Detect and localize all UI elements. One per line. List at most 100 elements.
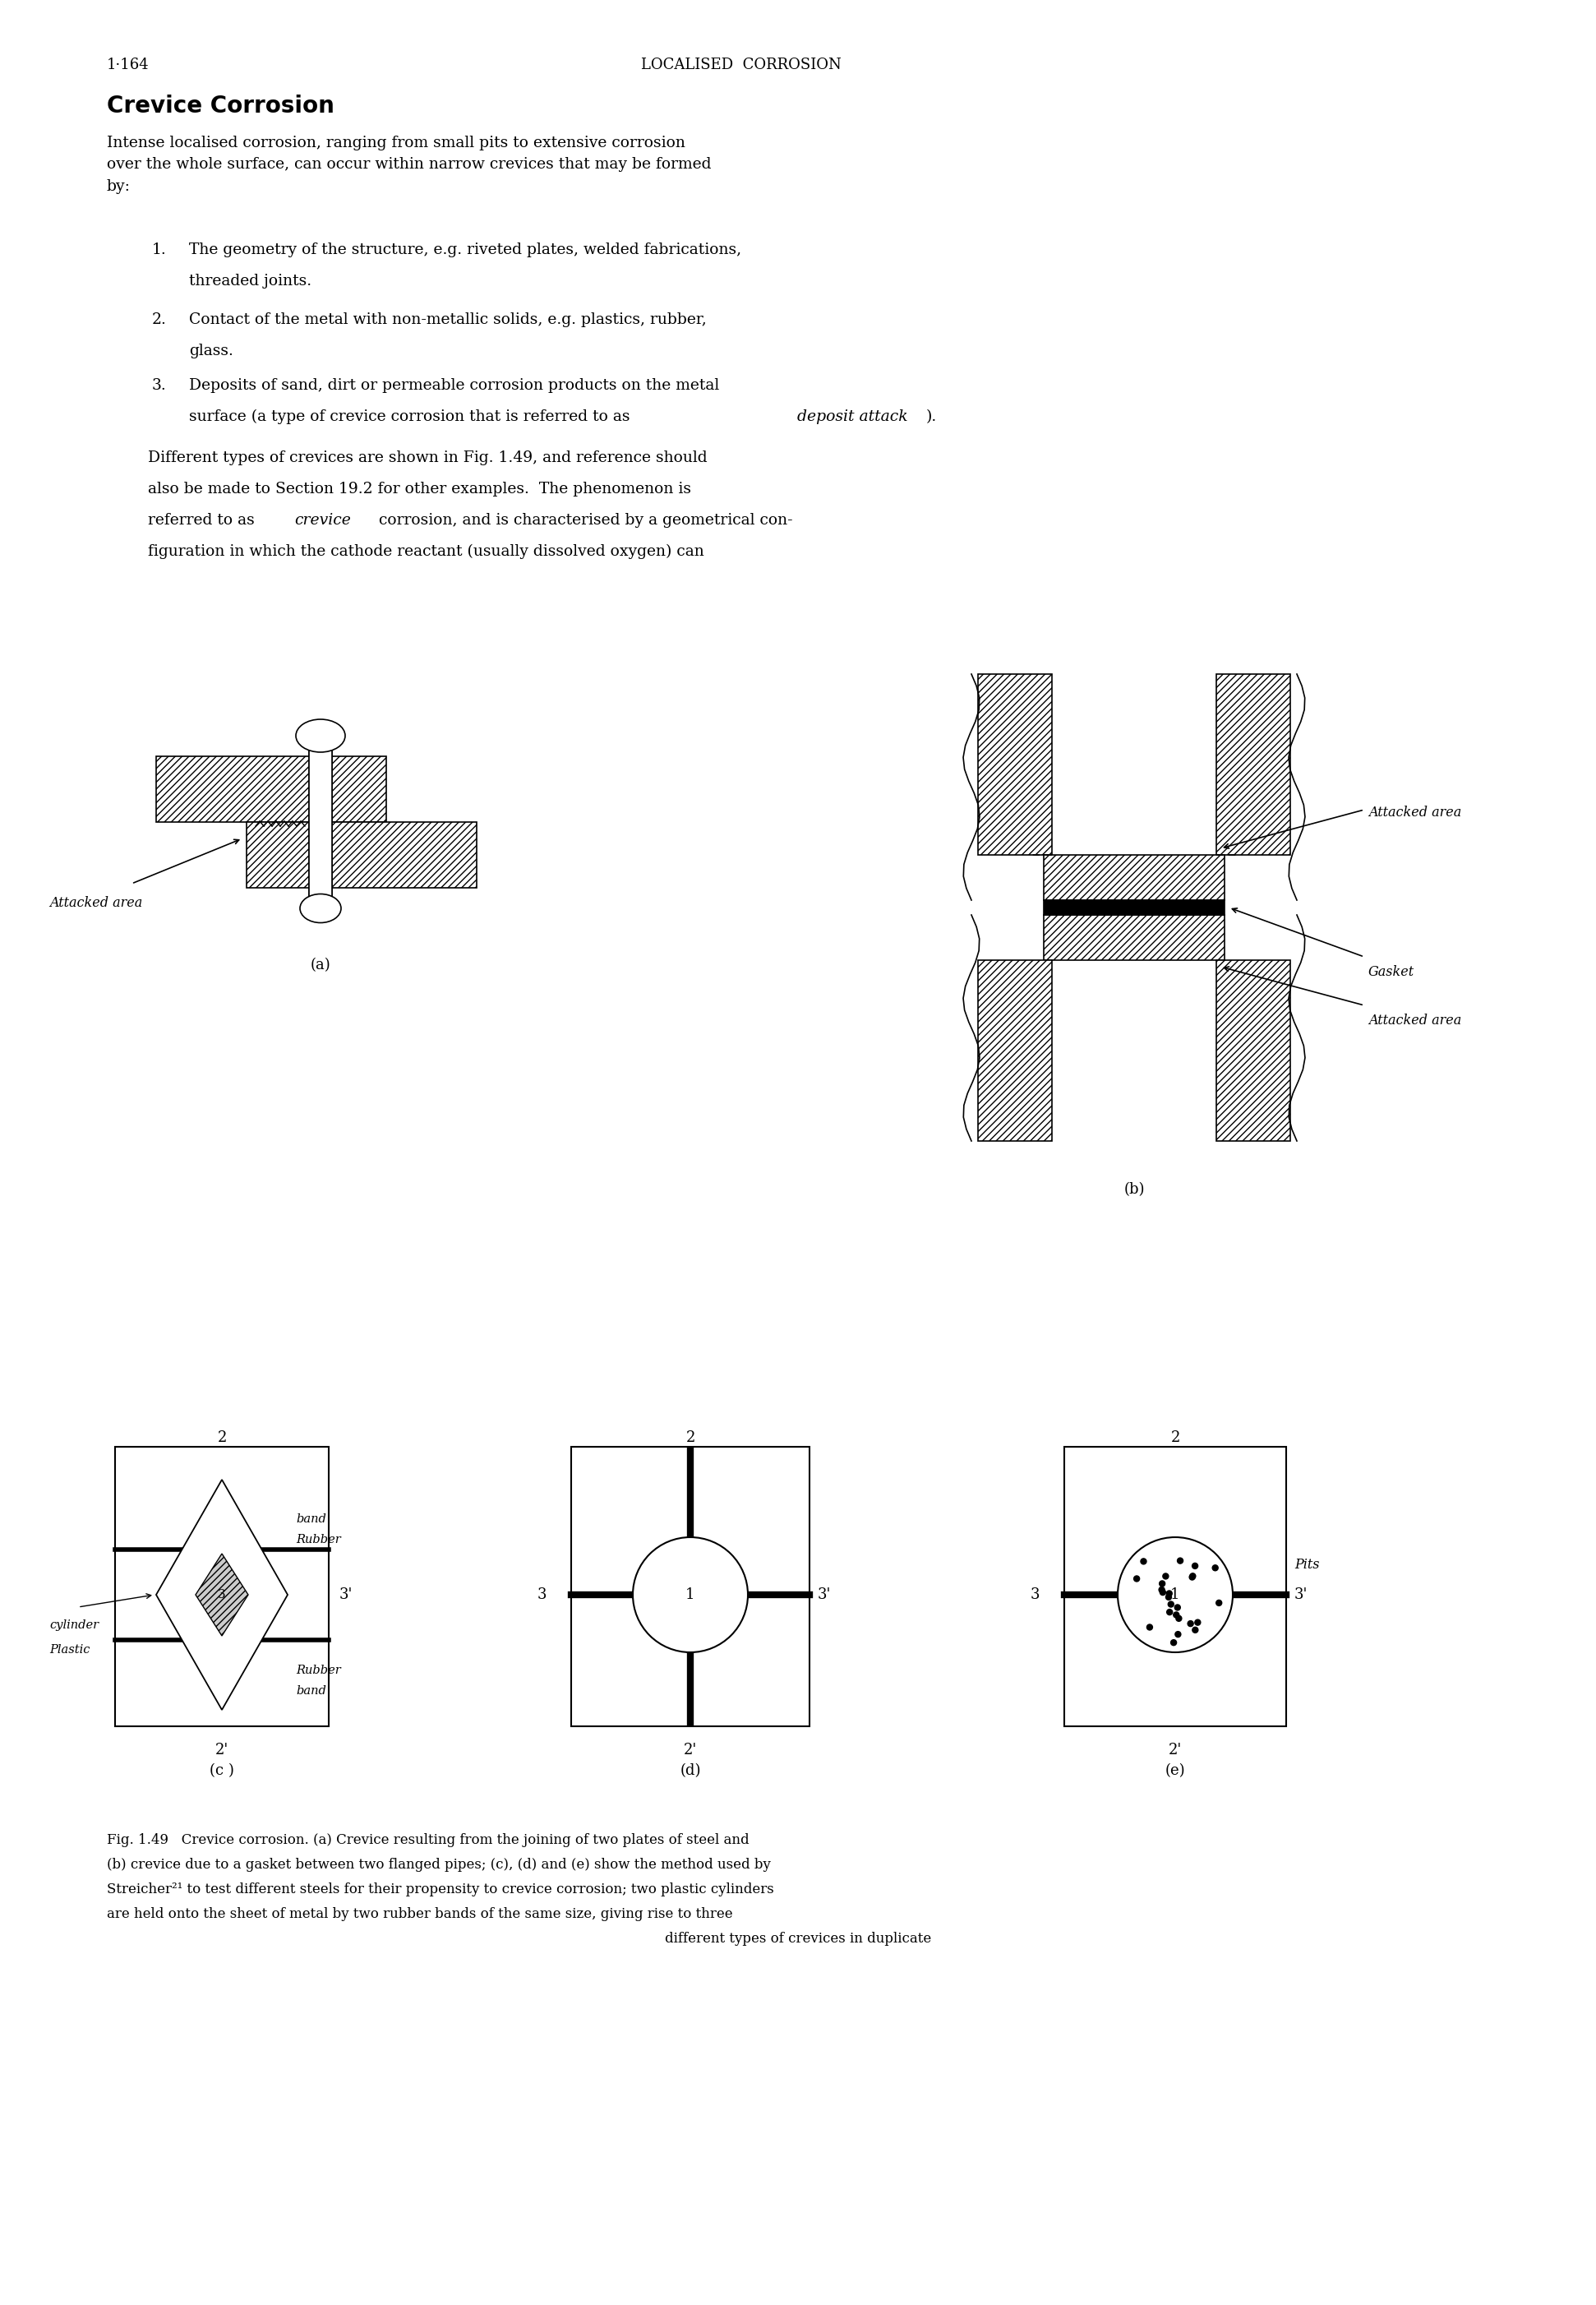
Text: 3: 3 [1029, 1588, 1039, 1602]
Circle shape [1167, 1590, 1171, 1597]
Circle shape [1148, 1625, 1152, 1630]
Text: Fig. 1.49   Crevice corrosion. (a) Crevice resulting from the joining of two pla: Fig. 1.49 Crevice corrosion. (a) Crevice… [107, 1832, 749, 1846]
Bar [115, 1448, 329, 1726]
Text: (b): (b) [1124, 1182, 1144, 1196]
Text: also be made to Section 19.2 for other examples.  The phenomenon is: also be made to Section 19.2 for other e… [148, 482, 691, 496]
Circle shape [1213, 1565, 1218, 1570]
Text: 1: 1 [1170, 1588, 1179, 1602]
Text: crevice: crevice [294, 514, 351, 528]
Circle shape [1187, 1620, 1194, 1627]
Circle shape [1168, 1602, 1173, 1607]
Bar [1065, 1448, 1286, 1726]
Circle shape [1191, 1574, 1195, 1579]
Ellipse shape [295, 719, 345, 751]
Text: 3.: 3. [152, 378, 166, 392]
Text: 2: 2 [686, 1431, 694, 1445]
Circle shape [1192, 1627, 1199, 1632]
Text: 1: 1 [686, 1588, 696, 1602]
Circle shape [1167, 1609, 1173, 1616]
Text: (d): (d) [680, 1763, 701, 1777]
Circle shape [1189, 1574, 1195, 1579]
Circle shape [1165, 1595, 1171, 1600]
Circle shape [1171, 1639, 1176, 1646]
Text: ).: ). [926, 410, 937, 424]
Text: 3': 3' [817, 1588, 832, 1602]
Text: Rubber: Rubber [295, 1533, 342, 1544]
Circle shape [632, 1537, 749, 1653]
Circle shape [1192, 1563, 1199, 1570]
Text: corrosion, and is characterised by a geometrical con-: corrosion, and is characterised by a geo… [373, 514, 793, 528]
Text: 1·164: 1·164 [107, 58, 150, 71]
Text: Streicher²¹ to test different steels for their propensity to crevice corrosion; : Streicher²¹ to test different steels for… [107, 1883, 774, 1897]
Bar [978, 961, 1052, 1141]
Text: (a): (a) [310, 957, 330, 973]
Text: Plastic: Plastic [49, 1643, 89, 1655]
Text: referred to as: referred to as [148, 514, 260, 528]
Text: Crevice Corrosion: Crevice Corrosion [107, 95, 335, 118]
Circle shape [1163, 1574, 1168, 1579]
Bar [1216, 673, 1290, 855]
Bar [1044, 901, 1224, 915]
Text: Contact of the metal with non-metallic solids, e.g. plastics, rubber,: Contact of the metal with non-metallic s… [188, 313, 707, 327]
Text: 2.: 2. [152, 313, 166, 327]
Text: Gasket: Gasket [1368, 966, 1414, 980]
Bar [246, 823, 477, 887]
Circle shape [1117, 1537, 1232, 1653]
Bar [156, 756, 386, 823]
Text: different types of crevices in duplicate: different types of crevices in duplicate [666, 1932, 930, 1945]
Bar [1216, 961, 1290, 1141]
Circle shape [1159, 1581, 1165, 1586]
Bar [310, 731, 332, 913]
Text: 2': 2' [1168, 1743, 1183, 1756]
Text: Attacked area: Attacked area [1368, 807, 1462, 821]
Circle shape [1141, 1558, 1146, 1565]
Text: surface (a type of crevice corrosion that is referred to as: surface (a type of crevice corrosion tha… [188, 410, 635, 424]
Polygon shape [196, 1554, 249, 1637]
Text: 3': 3' [340, 1588, 353, 1602]
Circle shape [1173, 1611, 1179, 1618]
Circle shape [1178, 1558, 1183, 1563]
Circle shape [1175, 1604, 1181, 1611]
Text: Rubber: Rubber [295, 1664, 342, 1676]
Text: (b) crevice due to a gasket between two flanged pipes; (c), (d) and (e) show the: (b) crevice due to a gasket between two … [107, 1858, 771, 1872]
Text: Attacked area: Attacked area [49, 897, 142, 910]
Text: 2': 2' [215, 1743, 228, 1756]
Text: Pits: Pits [1294, 1558, 1320, 1572]
Text: 3: 3 [538, 1588, 546, 1602]
Polygon shape [156, 1480, 287, 1710]
Text: threaded joints.: threaded joints. [188, 274, 311, 288]
Text: 3': 3' [1294, 1588, 1307, 1602]
Text: 3: 3 [219, 1588, 227, 1600]
Text: Attacked area: Attacked area [1368, 1014, 1462, 1028]
Bar [1044, 915, 1224, 961]
Text: 1.: 1. [152, 242, 166, 258]
Text: figuration in which the cathode reactant (usually dissolved oxygen) can: figuration in which the cathode reactant… [148, 544, 704, 560]
Bar [310, 731, 332, 913]
Circle shape [1160, 1590, 1165, 1595]
Text: cylinder: cylinder [49, 1620, 99, 1632]
Text: 2': 2' [683, 1743, 697, 1756]
Text: 2: 2 [1170, 1431, 1179, 1445]
Text: deposit attack: deposit attack [796, 410, 908, 424]
Circle shape [1195, 1620, 1200, 1625]
Text: Intense localised corrosion, ranging from small pits to extensive corrosion
over: Intense localised corrosion, ranging fro… [107, 136, 712, 194]
Text: The geometry of the structure, e.g. riveted plates, welded fabrications,: The geometry of the structure, e.g. rive… [188, 242, 742, 258]
Text: LOCALISED  CORROSION: LOCALISED CORROSION [642, 58, 841, 71]
Ellipse shape [300, 894, 342, 922]
Circle shape [1175, 1632, 1181, 1637]
Text: (c ): (c ) [209, 1763, 235, 1777]
Text: Deposits of sand, dirt or permeable corrosion products on the metal: Deposits of sand, dirt or permeable corr… [188, 378, 720, 392]
Bar [1044, 855, 1224, 901]
Circle shape [1216, 1600, 1223, 1607]
Text: Different types of crevices are shown in Fig. 1.49, and reference should: Different types of crevices are shown in… [148, 449, 707, 466]
Text: 2: 2 [217, 1431, 227, 1445]
Text: are held onto the sheet of metal by two rubber bands of the same size, giving ri: are held onto the sheet of metal by two … [107, 1906, 733, 1920]
Text: (e): (e) [1165, 1763, 1186, 1777]
Bar [978, 673, 1052, 855]
Circle shape [1159, 1586, 1165, 1593]
Bar [571, 1448, 809, 1726]
Text: band: band [295, 1514, 326, 1526]
Text: glass.: glass. [188, 343, 233, 357]
Text: band: band [295, 1685, 326, 1696]
Circle shape [1176, 1616, 1181, 1620]
